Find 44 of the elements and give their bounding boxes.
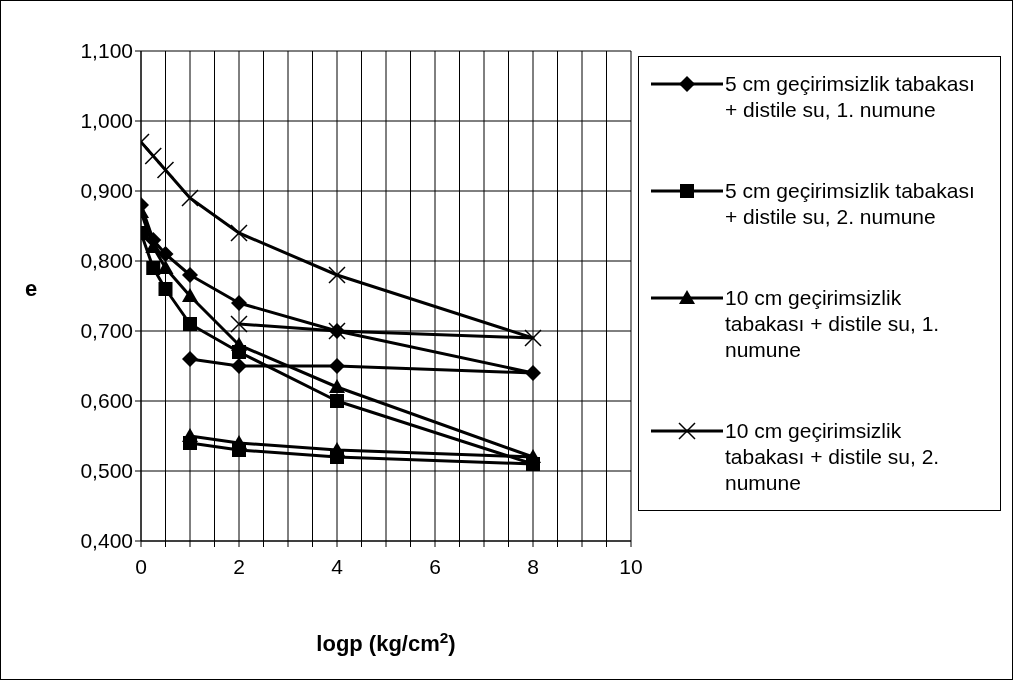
x-tick-label: 2 [233, 554, 245, 578]
legend-label: 5 cm geçirimsizlik tabakası + distile su, 2. numune [725, 178, 976, 230]
point [525, 365, 541, 381]
x-tick-label: 10 [619, 554, 643, 578]
point [329, 358, 345, 374]
y-tick-label: 0,600 [80, 389, 133, 413]
point [330, 394, 344, 408]
point [182, 351, 198, 367]
legend-label: 5 cm geçirimsizlik tabakası + distile su, 1. numune [725, 71, 976, 123]
y-tick-label: 0,700 [80, 319, 133, 343]
point [231, 358, 247, 374]
point [158, 282, 173, 296]
x-tick-label: 8 [527, 554, 539, 578]
point [182, 428, 198, 442]
x-tick-label: 4 [331, 554, 344, 578]
y-tick-label: 0,900 [80, 179, 133, 203]
point [231, 337, 247, 351]
point [157, 246, 174, 262]
y-tick-label: 0,800 [80, 249, 133, 273]
y-tick-label: 1,100 [80, 39, 133, 63]
legend-label: 10 cm geçirimsizlik tabakası + distile su, 1. numune [725, 285, 941, 363]
point [182, 288, 198, 302]
point [231, 435, 247, 449]
point [146, 261, 161, 275]
point [156, 161, 175, 179]
y-tick-label: 0,400 [80, 529, 133, 553]
x-tick-label: 0 [135, 554, 147, 578]
point [183, 317, 197, 331]
point [230, 315, 248, 333]
legend-label: 10 cm geçirimsizlik tabakası + distile su, 2. numune [725, 418, 941, 496]
point [144, 147, 162, 165]
point [230, 224, 248, 242]
point [524, 329, 542, 347]
point [181, 189, 199, 207]
y-axis-title: e [24, 276, 38, 301]
point [182, 267, 198, 283]
point [329, 442, 345, 456]
y-tick-label: 0,500 [80, 459, 133, 483]
x-axis-title: logp (kg/cm$^{2}$) [316, 628, 456, 656]
point [329, 379, 345, 393]
y-tick-label: 1,000 [80, 109, 133, 133]
point [231, 295, 247, 311]
point [328, 266, 346, 284]
x-tick-label: 6 [429, 554, 441, 578]
